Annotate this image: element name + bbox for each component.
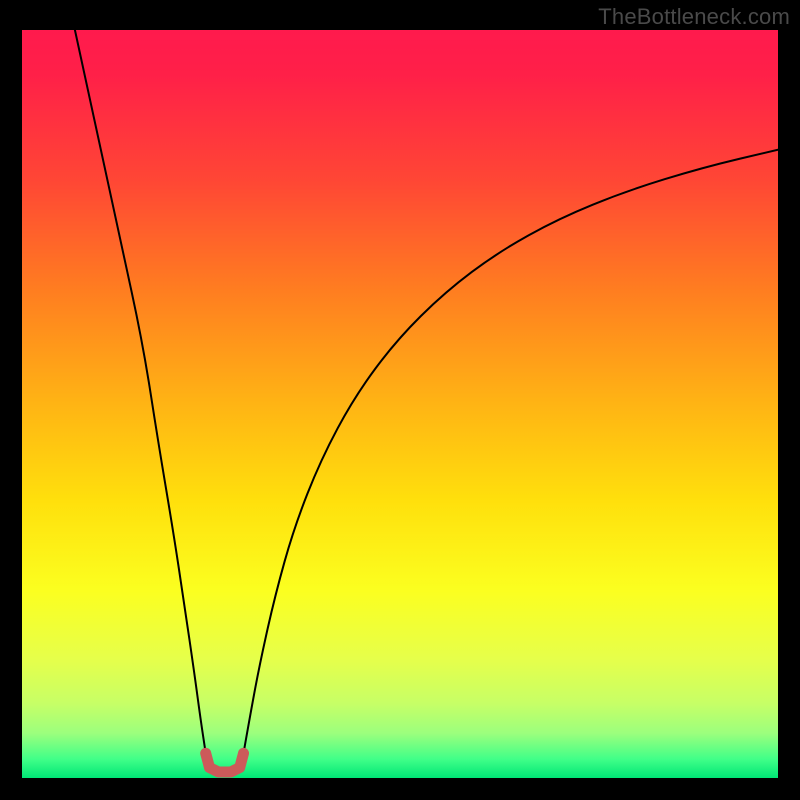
watermark-text: TheBottleneck.com bbox=[598, 4, 790, 30]
gradient-background bbox=[22, 30, 778, 778]
chart-stage: TheBottleneck.com bbox=[0, 0, 800, 800]
plot-svg bbox=[22, 30, 778, 778]
plot-area bbox=[22, 30, 778, 778]
